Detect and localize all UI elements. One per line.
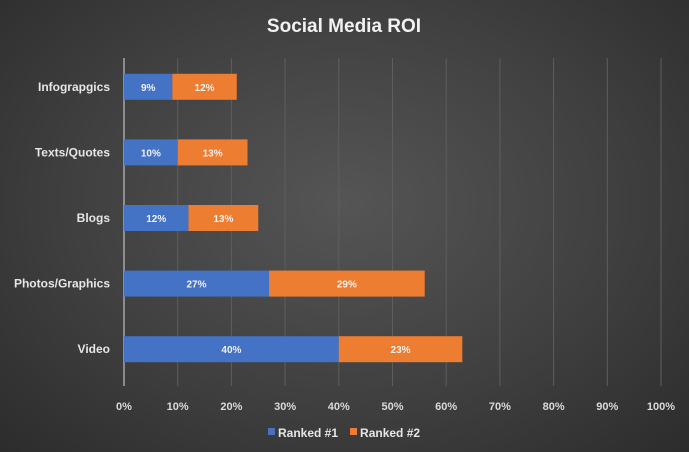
x-tick-label: 40% <box>328 401 350 413</box>
bar-ranked-1 <box>124 270 269 297</box>
data-label: 13% <box>203 148 223 159</box>
category-label: Texts/Quotes <box>35 145 110 159</box>
x-tick-label: 80% <box>543 401 565 413</box>
data-label: 23% <box>391 345 411 356</box>
bars: 9% 12% 10% 13% 12% 13% 27% 29% 40% 23% <box>124 73 463 363</box>
category-label: Infograpgics <box>38 80 110 94</box>
bar-ranked-1 <box>124 205 189 231</box>
data-label: 12% <box>146 214 166 225</box>
category-label: Blogs <box>77 211 111 225</box>
gridlines <box>123 58 662 386</box>
x-tick-label: 70% <box>489 401 511 413</box>
x-tick-label: 30% <box>274 401 296 413</box>
x-tick-label: 90% <box>596 401 618 413</box>
data-label: 9% <box>141 83 156 94</box>
category-label: Photos/Graphics <box>14 277 110 291</box>
x-tick-label: 0% <box>116 401 132 413</box>
data-label: 40% <box>221 345 241 356</box>
data-label: 10% <box>141 148 161 159</box>
legend: Ranked #1 Ranked #2 <box>268 426 420 440</box>
legend-swatch <box>350 428 358 435</box>
bar-ranked-2 <box>177 139 248 166</box>
y-axis-labels: Infograpgics Texts/Quotes Blogs Photos/Grap… <box>14 80 110 356</box>
x-tick-label: 20% <box>220 401 242 413</box>
legend-label: Ranked #2 <box>360 426 420 440</box>
bar-ranked-1 <box>124 73 173 100</box>
bar-ranked-1 <box>124 139 178 166</box>
data-label: 29% <box>337 280 357 291</box>
bar-ranked-1 <box>124 336 339 363</box>
data-label: 12% <box>195 83 215 94</box>
bar-ranked-2 <box>188 205 259 231</box>
category-label: Video <box>78 342 110 356</box>
legend-swatch <box>268 428 275 435</box>
x-tick-label: 100% <box>647 401 675 413</box>
data-label: 27% <box>186 280 206 291</box>
x-tick-label: 50% <box>381 401 403 413</box>
x-tick-label: 10% <box>167 401 189 413</box>
x-tick-label: 60% <box>435 401 457 413</box>
bar-ranked-2 <box>172 73 237 100</box>
chart-title: Social Media ROI <box>267 16 421 37</box>
legend-label: Ranked #1 <box>278 426 338 440</box>
x-axis-labels: 0% 10% 20% 30% 40% 50% 60% 70% 80% 90% 100% <box>116 401 675 413</box>
data-label: 13% <box>213 214 233 225</box>
bar-ranked-2 <box>338 336 463 363</box>
bar-ranked-2 <box>268 270 425 297</box>
